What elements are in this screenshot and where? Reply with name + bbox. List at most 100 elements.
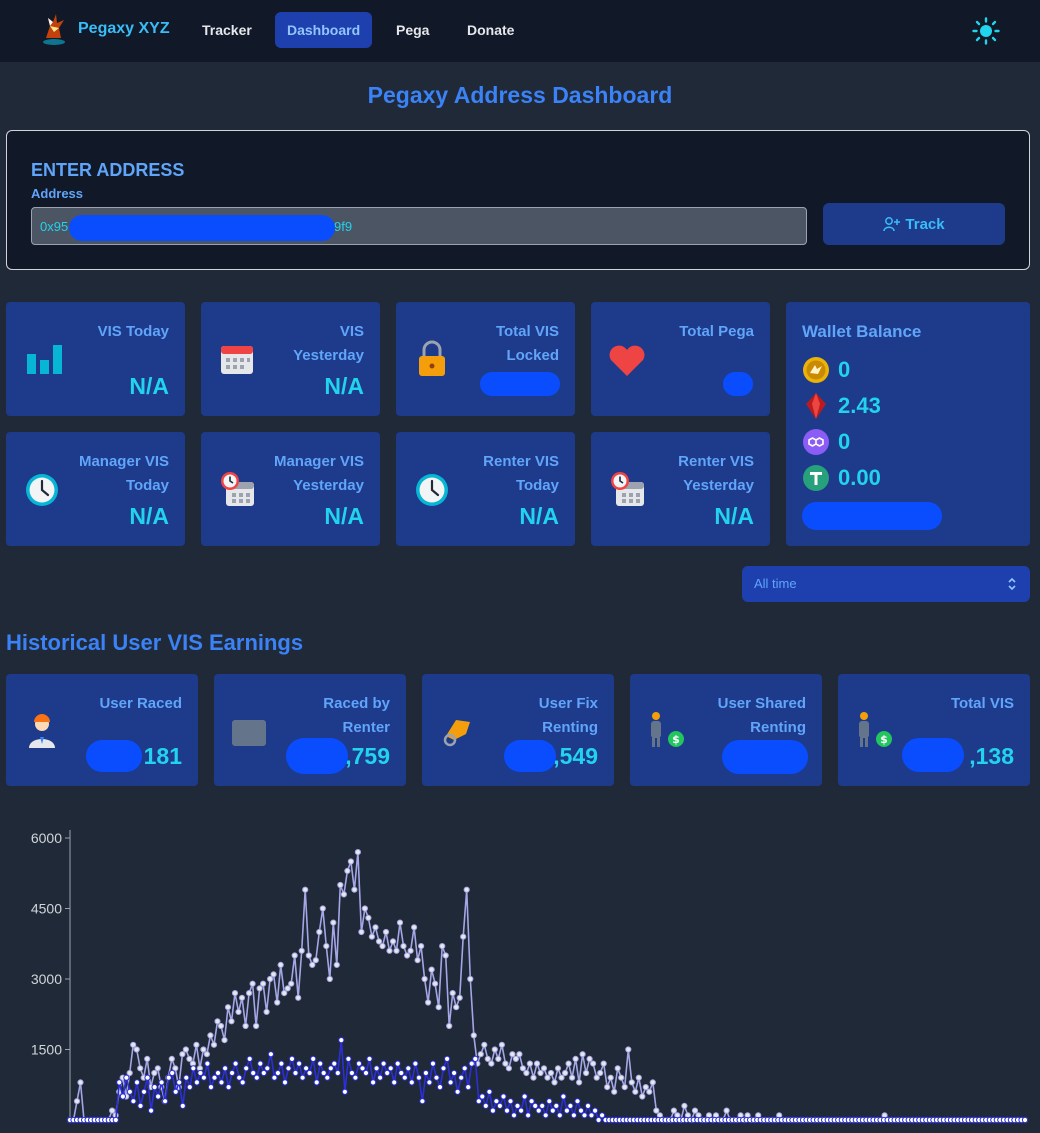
data-point[interactable]: [510, 1112, 518, 1119]
data-point[interactable]: [326, 975, 333, 983]
data-point[interactable]: [197, 1069, 204, 1077]
data-point[interactable]: [207, 1084, 215, 1091]
data-point[interactable]: [400, 943, 407, 950]
data-point[interactable]: [570, 1112, 578, 1119]
data-point[interactable]: [579, 1051, 586, 1058]
data-point[interactable]: [73, 1098, 81, 1105]
data-point[interactable]: [546, 1098, 553, 1105]
data-point[interactable]: [412, 1060, 419, 1067]
data-point[interactable]: [597, 1069, 604, 1077]
data-point[interactable]: [257, 1060, 264, 1067]
data-point[interactable]: [333, 961, 340, 968]
data-point[interactable]: [521, 1093, 528, 1100]
data-point[interactable]: [154, 1065, 161, 1072]
data-point[interactable]: [569, 1074, 576, 1081]
data-point[interactable]: [1021, 1116, 1029, 1124]
data-point[interactable]: [493, 1098, 500, 1105]
data-point[interactable]: [451, 1069, 458, 1077]
data-point[interactable]: [611, 1088, 618, 1095]
data-point[interactable]: [486, 1088, 493, 1095]
data-point[interactable]: [649, 1079, 656, 1086]
data-point[interactable]: [211, 1074, 218, 1081]
data-point[interactable]: [256, 985, 263, 992]
data-point[interactable]: [242, 1022, 249, 1030]
data-point[interactable]: [384, 1069, 391, 1077]
data-point[interactable]: [646, 1088, 653, 1095]
data-point[interactable]: [200, 1074, 207, 1081]
data-point[interactable]: [488, 1060, 495, 1067]
data-point[interactable]: [319, 905, 326, 912]
data-point[interactable]: [632, 1088, 639, 1095]
data-point[interactable]: [607, 1074, 614, 1081]
data-point[interactable]: [347, 858, 354, 865]
data-point[interactable]: [151, 1069, 158, 1077]
data-point[interactable]: [232, 1060, 239, 1067]
data-point[interactable]: [618, 1074, 625, 1081]
data-point[interactable]: [393, 947, 400, 954]
data-point[interactable]: [267, 1051, 274, 1058]
data-point[interactable]: [155, 1093, 162, 1100]
data-point[interactable]: [505, 1065, 512, 1072]
data-point[interactable]: [491, 1046, 498, 1053]
nav-tracker[interactable]: Tracker: [202, 22, 252, 38]
data-point[interactable]: [299, 1074, 306, 1081]
data-point[interactable]: [338, 1037, 345, 1044]
data-point[interactable]: [246, 1055, 253, 1062]
data-point[interactable]: [203, 1051, 210, 1058]
data-point[interactable]: [563, 1107, 571, 1114]
data-point[interactable]: [426, 1079, 433, 1086]
data-point[interactable]: [454, 1088, 461, 1095]
brand[interactable]: Pegaxy XYZ: [40, 12, 170, 46]
data-point[interactable]: [495, 1055, 502, 1062]
data-point[interactable]: [284, 985, 291, 992]
data-point[interactable]: [214, 1069, 222, 1077]
data-point[interactable]: [210, 1041, 218, 1048]
data-point[interactable]: [317, 1060, 324, 1067]
data-point[interactable]: [549, 1107, 556, 1114]
data-point[interactable]: [368, 933, 375, 940]
data-point[interactable]: [168, 1055, 175, 1062]
data-point[interactable]: [525, 1112, 532, 1119]
data-point[interactable]: [331, 1060, 338, 1067]
data-point[interactable]: [394, 1060, 401, 1067]
data-point[interactable]: [313, 1079, 320, 1086]
data-point[interactable]: [433, 1074, 440, 1081]
data-point[interactable]: [361, 905, 368, 912]
data-point[interactable]: [419, 1098, 426, 1105]
data-point[interactable]: [309, 961, 316, 968]
data-point[interactable]: [140, 1088, 148, 1095]
data-point[interactable]: [503, 1107, 511, 1114]
data-point[interactable]: [169, 1069, 176, 1077]
data-point[interactable]: [207, 1032, 214, 1039]
data-point[interactable]: [470, 1032, 477, 1039]
data-point[interactable]: [502, 1060, 509, 1067]
data-point[interactable]: [642, 1084, 649, 1091]
data-point[interactable]: [405, 1065, 412, 1072]
data-point[interactable]: [411, 924, 418, 931]
time-range-select[interactable]: All time: [742, 566, 1030, 602]
data-point[interactable]: [345, 1055, 352, 1062]
data-point[interactable]: [512, 1055, 520, 1062]
data-point[interactable]: [477, 1051, 484, 1058]
data-point[interactable]: [176, 1079, 183, 1086]
data-point[interactable]: [532, 1102, 539, 1109]
data-point[interactable]: [370, 1079, 377, 1086]
data-point[interactable]: [386, 947, 393, 954]
data-point[interactable]: [183, 1074, 190, 1081]
data-point[interactable]: [253, 1022, 260, 1030]
data-point[interactable]: [359, 1065, 366, 1072]
data-point[interactable]: [565, 1060, 572, 1067]
data-point[interactable]: [379, 943, 386, 950]
data-point[interactable]: [340, 891, 347, 898]
data-point[interactable]: [172, 1088, 179, 1095]
data-point[interactable]: [528, 1098, 535, 1105]
data-point[interactable]: [621, 1084, 628, 1091]
data-point[interactable]: [324, 1074, 331, 1081]
data-point[interactable]: [285, 1065, 292, 1072]
data-point[interactable]: [653, 1107, 660, 1114]
data-point[interactable]: [547, 1069, 555, 1077]
data-point[interactable]: [217, 1022, 225, 1030]
data-point[interactable]: [558, 1074, 565, 1081]
data-point[interactable]: [130, 1041, 137, 1048]
data-point[interactable]: [422, 1069, 429, 1077]
